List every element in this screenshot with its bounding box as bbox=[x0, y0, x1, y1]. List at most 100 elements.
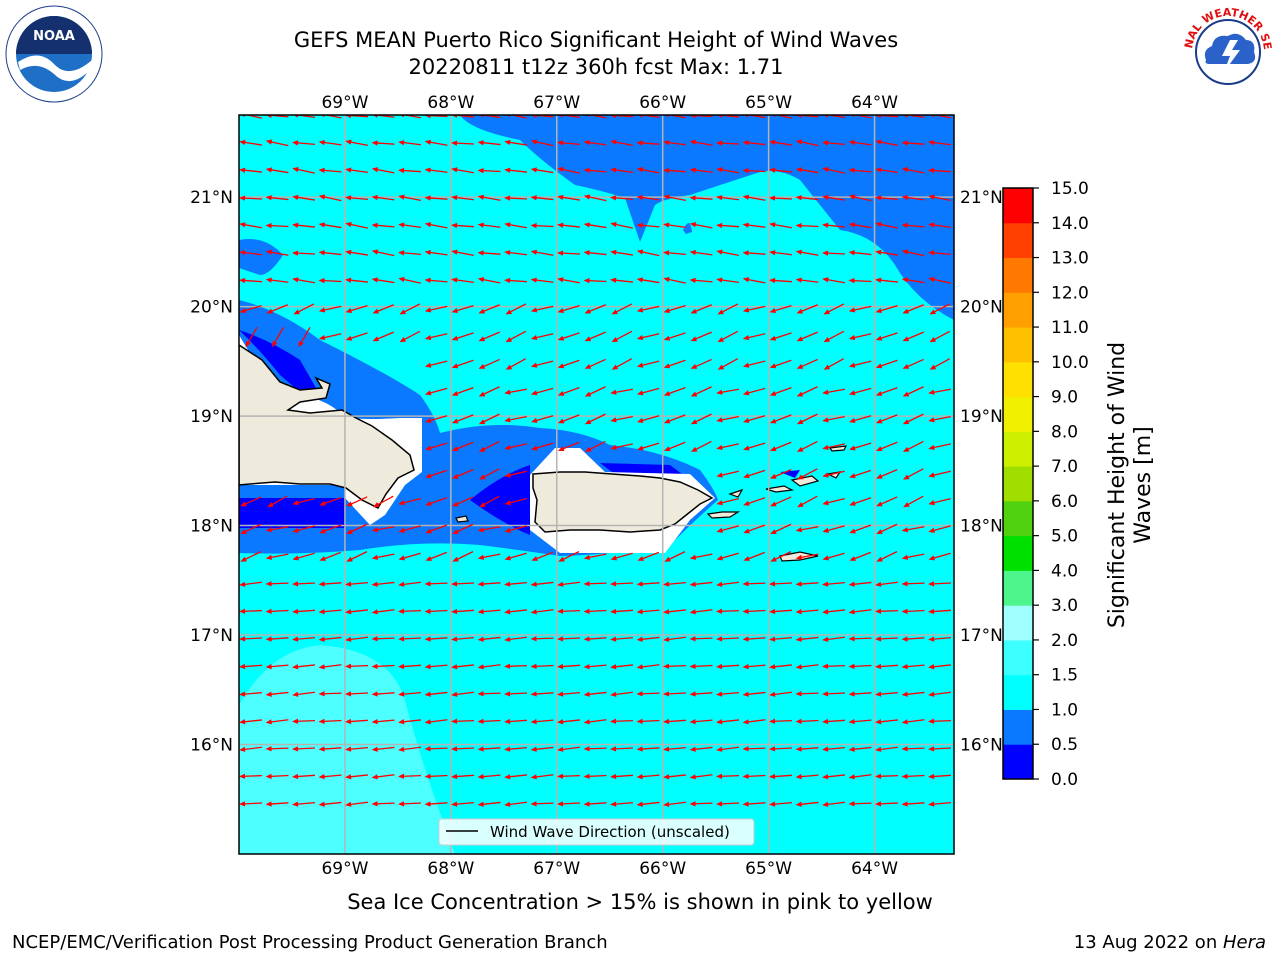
wave-arrow bbox=[265, 167, 289, 174]
wave-arrow bbox=[610, 691, 634, 697]
wave-arrow bbox=[451, 140, 475, 146]
wave-arrow bbox=[876, 496, 898, 507]
wave-arrow bbox=[292, 581, 316, 587]
colorbar-tick-label: 0.5 bbox=[1051, 735, 1078, 755]
wave-arrow bbox=[769, 636, 793, 642]
wave-arrow bbox=[716, 140, 740, 146]
wave-arrow bbox=[451, 359, 474, 369]
wave-arrow bbox=[769, 664, 793, 670]
wave-arrow bbox=[689, 719, 713, 725]
wave-arrow bbox=[583, 608, 607, 614]
wave-arrow bbox=[424, 664, 448, 670]
wave-arrow bbox=[319, 551, 342, 561]
wave-arrow bbox=[795, 581, 819, 587]
wave-arrow bbox=[663, 663, 687, 669]
wave-arrow bbox=[345, 249, 368, 256]
wave-arrow bbox=[901, 277, 925, 284]
wave-arrow bbox=[875, 746, 899, 752]
wave-arrow bbox=[795, 609, 819, 615]
wave-arrow bbox=[796, 440, 818, 452]
wave-arrow bbox=[345, 139, 368, 147]
wave-arrow bbox=[477, 168, 501, 174]
wave-arrow bbox=[504, 718, 528, 725]
wave-arrow bbox=[265, 746, 289, 752]
wave-arrow bbox=[504, 250, 528, 256]
wave-arrow bbox=[743, 415, 766, 423]
sea-ice-note: Sea Ice Concentration > 15% is shown in … bbox=[347, 890, 933, 914]
wave-arrow bbox=[928, 608, 952, 615]
wave-arrow bbox=[371, 663, 395, 669]
wave-arrow bbox=[318, 636, 342, 642]
wave-arrow bbox=[398, 746, 422, 752]
wave-arrow bbox=[849, 497, 872, 506]
wave-arrow bbox=[557, 304, 580, 314]
colorbar-tick-label: 8.0 bbox=[1051, 422, 1078, 442]
wave-arrow bbox=[769, 195, 793, 201]
y-tick-label-left: 21°N bbox=[190, 188, 233, 208]
wave-arrow bbox=[769, 581, 793, 587]
wave-arrow bbox=[823, 358, 845, 370]
wave-arrow bbox=[477, 581, 501, 587]
wave-arrow bbox=[823, 303, 845, 315]
wave-arrow bbox=[583, 719, 607, 725]
wave-arrow bbox=[848, 636, 872, 642]
wave-arrow bbox=[636, 581, 660, 587]
wave-arrow bbox=[903, 468, 924, 480]
wave-arrow bbox=[504, 167, 528, 173]
wave-arrow bbox=[929, 330, 951, 343]
wave-arrow bbox=[265, 801, 289, 807]
wave-arrow bbox=[901, 222, 925, 228]
wave-arrow bbox=[424, 608, 448, 614]
wave-arrow bbox=[849, 469, 872, 479]
wave-arrow bbox=[504, 774, 528, 780]
wave-arrow bbox=[875, 441, 898, 452]
wave-arrow bbox=[424, 167, 448, 173]
wave-arrow bbox=[530, 167, 554, 174]
wave-arrow bbox=[584, 358, 606, 369]
wave-arrow bbox=[742, 636, 766, 642]
wave-arrow bbox=[716, 773, 740, 779]
wave-arrow bbox=[928, 552, 951, 561]
wave-arrow bbox=[637, 442, 660, 451]
wave-arrow bbox=[504, 139, 527, 146]
wave-arrow bbox=[557, 332, 580, 341]
wave-arrow bbox=[822, 470, 845, 478]
colorbar-segment bbox=[1003, 744, 1033, 780]
colorbar-segment bbox=[1003, 292, 1033, 328]
wave-arrow bbox=[477, 194, 501, 201]
wave-arrow bbox=[583, 139, 607, 146]
wave-arrow bbox=[875, 581, 899, 587]
wave-arrow bbox=[848, 609, 872, 615]
y-tick-label-left: 16°N bbox=[190, 736, 233, 756]
wave-arrow bbox=[610, 222, 633, 229]
wave-arrow bbox=[875, 249, 898, 256]
wave-arrow bbox=[292, 140, 316, 146]
wave-arrow bbox=[318, 691, 342, 697]
wave-arrow bbox=[796, 358, 818, 369]
wave-arrow bbox=[239, 691, 263, 697]
land-tortola bbox=[790, 475, 820, 487]
colorbar-frame bbox=[1002, 187, 1034, 780]
y-tick-label-right: 19°N bbox=[960, 407, 1003, 427]
wave-arrow bbox=[663, 332, 686, 341]
wave-arrow bbox=[663, 746, 687, 752]
wave-arrow bbox=[636, 691, 660, 697]
wave-arrow bbox=[425, 442, 448, 451]
wave-arrow bbox=[742, 360, 766, 368]
map-area bbox=[239, 115, 954, 854]
wave-arrow bbox=[611, 330, 633, 343]
noaa-logo: NOAA bbox=[5, 5, 103, 103]
wave-arrow bbox=[239, 773, 263, 779]
colorbar: 0.0 0.5 1.0 1.5 2.0 3.0 4.0 5.0 6.0 7.0 8.0 9.0 10.0… bbox=[1002, 179, 1089, 790]
wave-arrow bbox=[742, 664, 766, 670]
wave-arrow bbox=[875, 386, 898, 396]
wave-arrow bbox=[265, 553, 289, 560]
wave-arrow bbox=[424, 222, 448, 229]
wave-arrow bbox=[478, 413, 500, 425]
wave-arrow bbox=[583, 278, 607, 284]
wave-arrow bbox=[875, 277, 899, 283]
wave-arrow bbox=[583, 167, 607, 173]
colorbar-segment bbox=[1003, 361, 1033, 398]
wave-arrow bbox=[636, 636, 660, 642]
wave-arrow bbox=[530, 636, 554, 642]
